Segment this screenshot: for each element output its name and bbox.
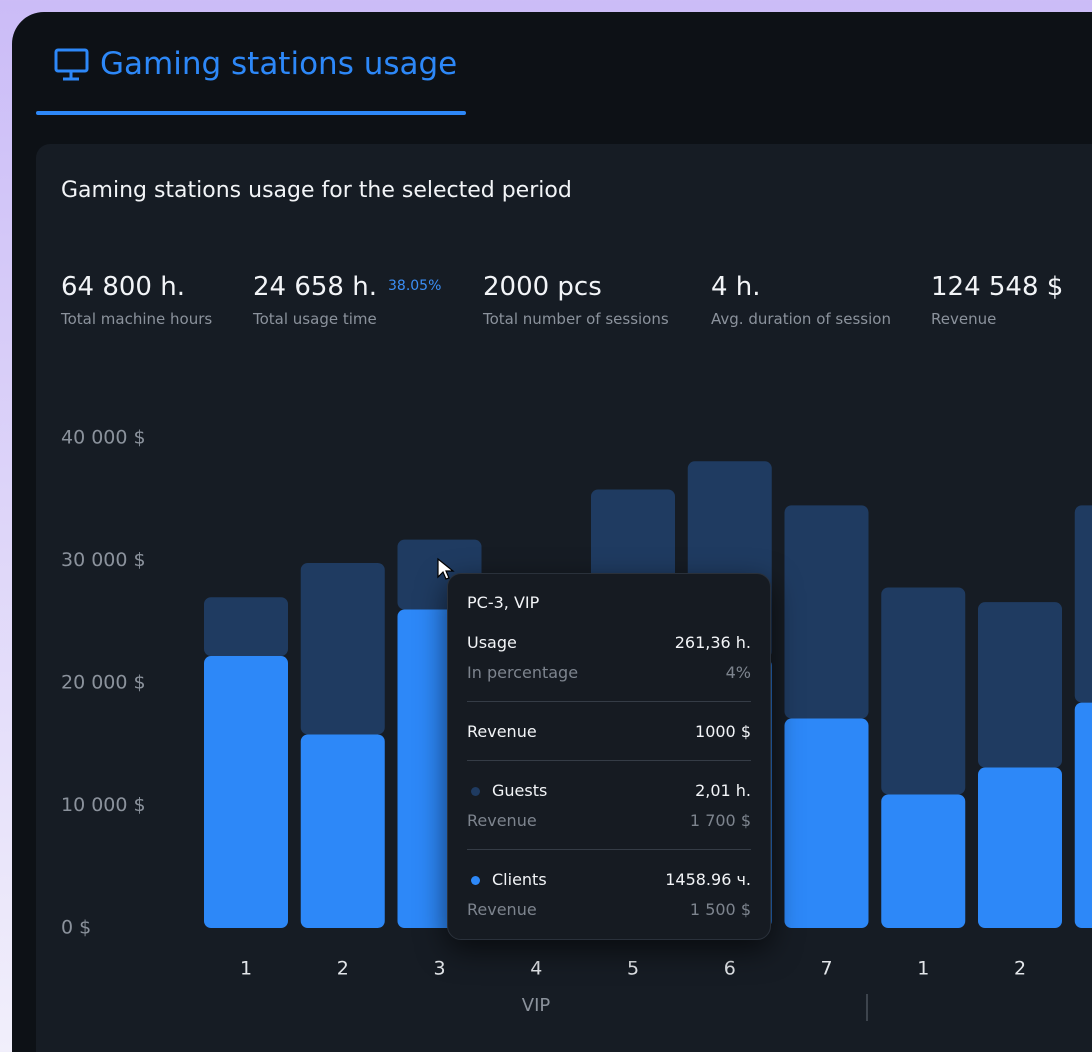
bar-segment [1074,505,1092,703]
text: 2,01 h. [695,781,751,800]
tooltip-row: In percentage 4% [467,663,751,682]
x-tick-label: 1 [917,958,929,980]
stat-label: Revenue [931,310,997,328]
tab-underline [36,111,466,115]
x-tick-label: 7 [820,958,832,980]
text: 1 500 $ [689,900,751,919]
text: In percentage [467,663,579,682]
x-tick-label: 3 [433,958,445,980]
text: Guests [467,781,547,800]
y-tick-label: 40 000 $ [61,427,146,449]
stat-value: 64 800 h. [61,272,185,302]
monitor-icon [54,48,89,81]
tooltip-row: Revenue 1 700 $ [467,811,751,830]
x-tick-label: 4 [530,958,542,980]
x-tick-label: 2 [337,958,349,980]
stat-label: Total machine hours [61,310,213,328]
text: Revenue [467,811,537,830]
legend-label: Guests [492,781,548,800]
divider [467,849,751,850]
stat-label: Avg. duration of session [711,310,891,328]
text: Revenue [467,722,537,741]
tooltip-row: Guests 2,01 h. [467,781,751,800]
tooltip-title: PC-3, VIP [467,593,751,612]
legend-dot [471,876,480,885]
divider [467,701,751,702]
text: 1000 $ [695,722,751,741]
legend-label: Clients [492,870,547,889]
panel-title: Gaming stations usage for the selected p… [61,178,572,203]
tooltip-row: Revenue 1 500 $ [467,900,751,919]
stat-value: 124 548 $ [931,272,1064,302]
text: 4% [725,663,751,682]
legend-dot [471,787,480,796]
bar-segment [881,794,966,928]
stat-label: Total usage time [253,310,377,328]
bar-segment [300,734,385,928]
y-tick-label: 30 000 $ [61,549,146,571]
bar-segment [978,767,1062,928]
bar-segment [204,597,288,657]
y-tick-label: 10 000 $ [61,794,146,816]
y-tick-label: 20 000 $ [61,672,146,694]
stat-value: 24 658 h. [253,272,377,302]
cursor [437,557,455,580]
stat-badge: 38.05% [388,278,442,294]
bar-segment [204,656,288,928]
x-tick-label: 2 [1014,958,1026,980]
stat-value: 2000 pcs [483,272,602,302]
text: 261,36 h. [674,633,751,652]
x-tick-label: 1 [240,958,252,980]
group-label: VIP [522,995,551,1016]
x-tick-label: 5 [627,958,639,980]
bar-segment [784,718,869,928]
bar-segment [1074,702,1092,928]
tooltip-row: Revenue 1000 $ [467,722,751,741]
divider [467,760,751,761]
tooltip: PC-3, VIP Usage 261,36 h. In percentage 4%… [447,573,771,940]
bar-segment [881,587,966,795]
bar-segment [784,505,869,719]
stat-value: 4 h. [711,272,761,302]
bar-segment [978,602,1062,768]
bar-segment [300,562,385,735]
tooltip-row: Usage 261,36 h. [467,633,751,652]
text: PC-3, VIP [467,593,540,612]
y-tick-label: 0 $ [61,917,91,939]
tooltip-row: Clients 1458.96 ч. [467,870,751,889]
text: Clients [467,870,547,889]
text: 1 700 $ [689,811,751,830]
stat-label: Total number of sessions [483,310,669,328]
text: Revenue [467,900,537,919]
tab-title[interactable]: Gaming stations usage [100,46,458,82]
x-tick-label: 6 [724,958,736,980]
text: 1458.96 ч. [665,870,751,889]
text: Usage [467,633,517,652]
